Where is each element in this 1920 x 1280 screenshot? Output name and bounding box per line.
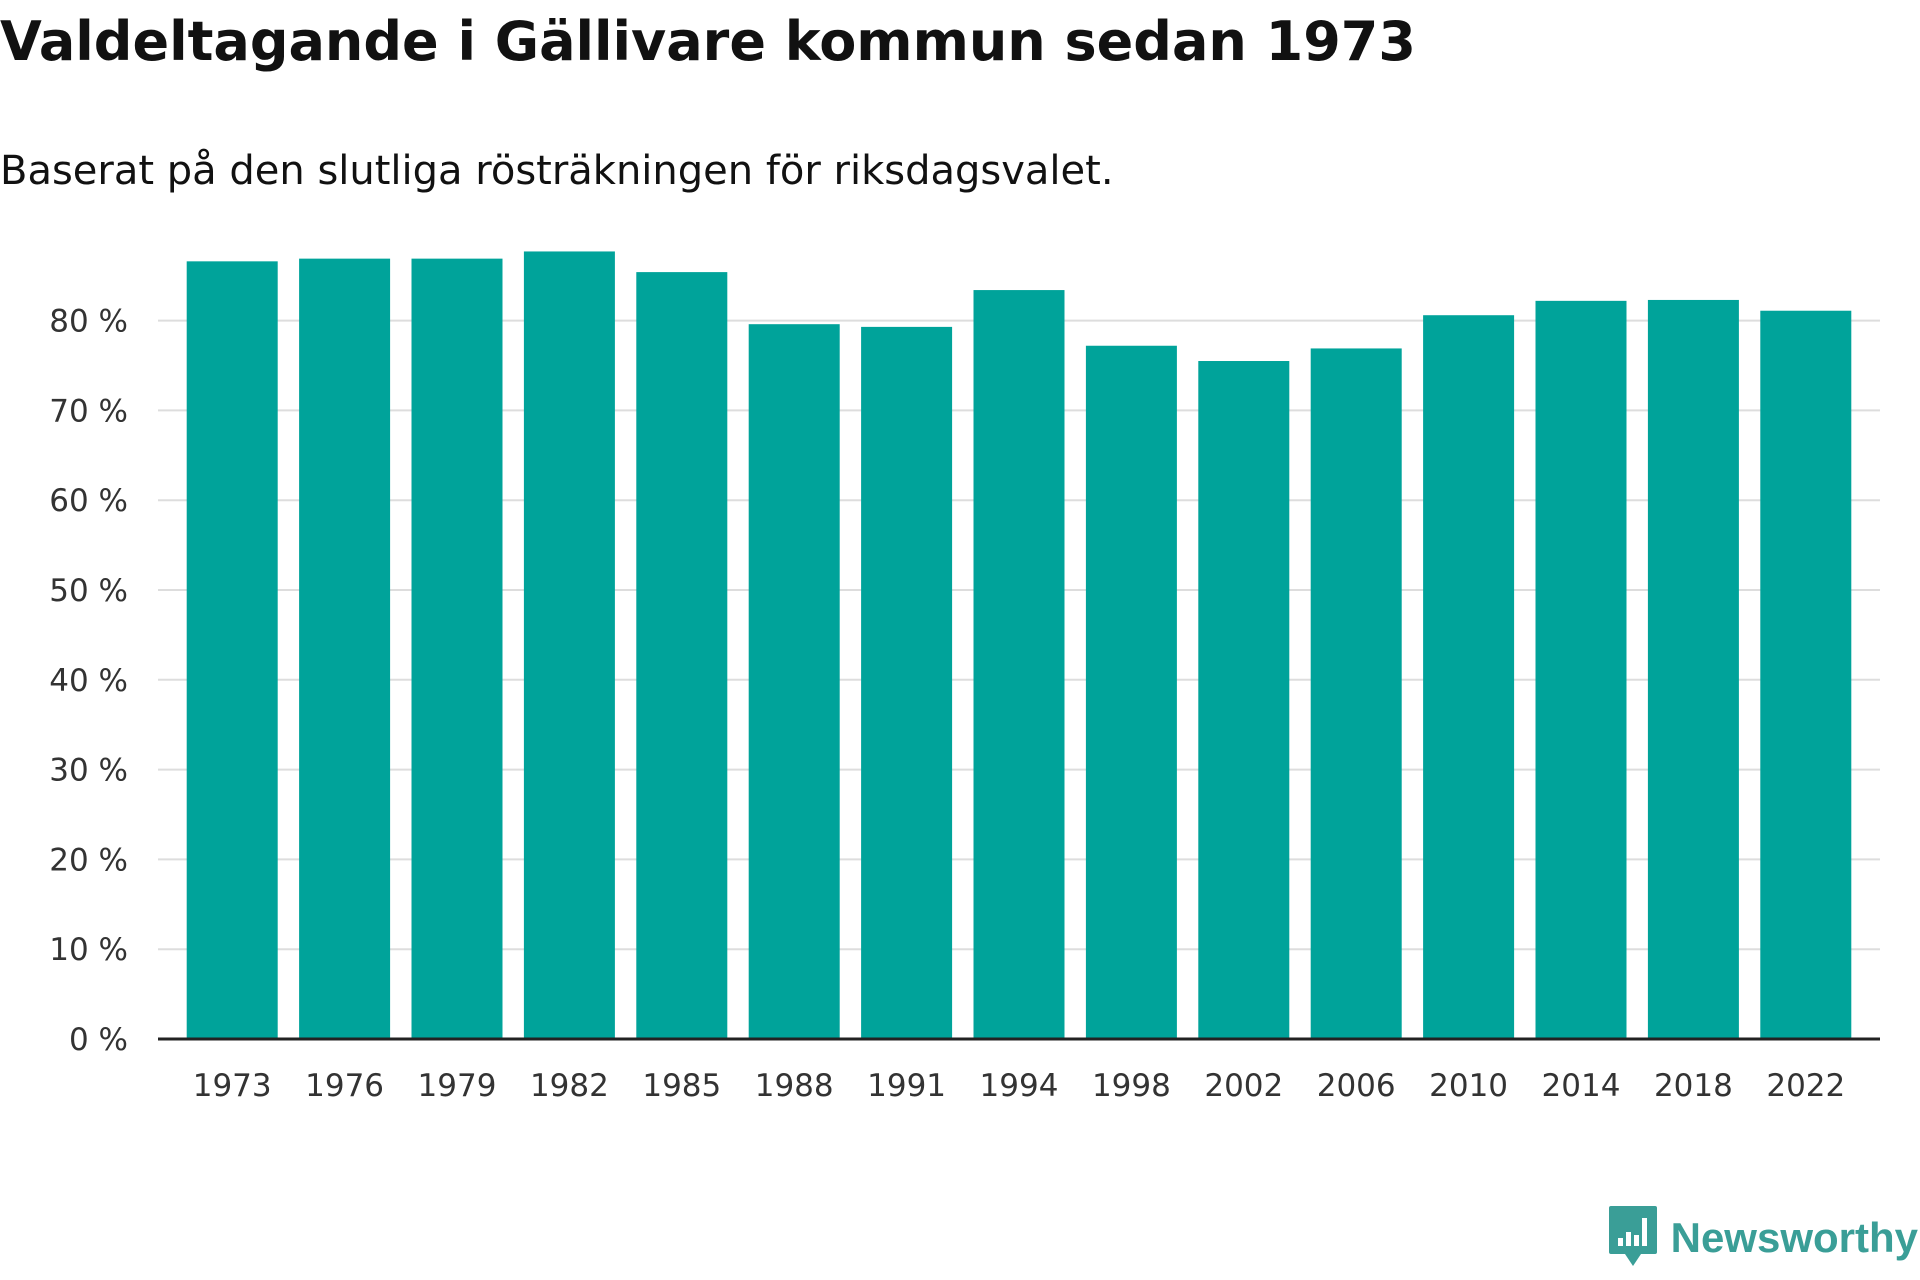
x-axis-labels: 1973 1976 1979 1982 1985 1988 1991 1994 1998 2002… <box>193 1068 1846 1104</box>
x-tick-label: 2006 <box>1317 1068 1396 1104</box>
bar-1988 <box>748 324 840 1039</box>
x-tick-label: 1991 <box>867 1068 946 1104</box>
bar-2006 <box>1310 348 1402 1039</box>
bar-1998 <box>1085 345 1177 1039</box>
x-tick-label: 1988 <box>755 1068 834 1104</box>
y-tick-label: 20 % <box>49 842 128 878</box>
bars <box>186 251 1852 1040</box>
bar-2014 <box>1535 300 1627 1039</box>
y-axis-labels: 0 % 10 % 20 % 30 % 40 % 50 % 60 % 70 % 80 % <box>49 304 128 1058</box>
bar-1982 <box>523 251 615 1040</box>
bar-1976 <box>299 258 391 1039</box>
y-tick-label: 0 % <box>69 1022 128 1058</box>
bar-1979 <box>411 258 503 1039</box>
brand: Newsworthy <box>1607 1204 1918 1272</box>
x-tick-label: 1998 <box>1092 1068 1171 1104</box>
newsworthy-logo-icon <box>1607 1204 1659 1272</box>
x-tick-label: 2014 <box>1542 1068 1621 1104</box>
bar-2010 <box>1423 315 1515 1039</box>
y-tick-label: 80 % <box>49 304 128 340</box>
y-tick-label: 60 % <box>49 483 128 519</box>
brand-name: Newsworthy <box>1670 1214 1918 1261</box>
x-tick-label: 2002 <box>1204 1068 1283 1104</box>
x-tick-label: 1985 <box>642 1068 721 1104</box>
x-tick-label: 1982 <box>530 1068 609 1104</box>
x-tick-label: 1979 <box>418 1068 497 1104</box>
y-tick-label: 40 % <box>49 663 128 699</box>
bar-2002 <box>1198 361 1290 1039</box>
x-tick-label: 1976 <box>305 1068 384 1104</box>
x-tick-label: 2022 <box>1766 1068 1845 1104</box>
bar-2022 <box>1760 310 1852 1039</box>
x-tick-label: 2018 <box>1654 1068 1733 1104</box>
bar-1994 <box>973 290 1065 1039</box>
x-tick-label: 2010 <box>1429 1068 1508 1104</box>
y-tick-label: 70 % <box>49 393 128 429</box>
x-tick-label: 1973 <box>193 1068 272 1104</box>
bar-2018 <box>1647 299 1739 1039</box>
bar-1985 <box>636 272 728 1039</box>
bar-1991 <box>861 326 953 1039</box>
chart-title: Valdeltagande i Gällivare kommun sedan 1… <box>0 10 1416 73</box>
bar-1973 <box>186 261 278 1039</box>
chart-subtitle: Baserat på den slutliga rösträkningen fö… <box>0 148 1114 194</box>
y-tick-label: 10 % <box>49 932 128 968</box>
y-tick-label: 30 % <box>49 753 128 789</box>
x-tick-label: 1994 <box>980 1068 1059 1104</box>
y-tick-label: 50 % <box>49 573 128 609</box>
